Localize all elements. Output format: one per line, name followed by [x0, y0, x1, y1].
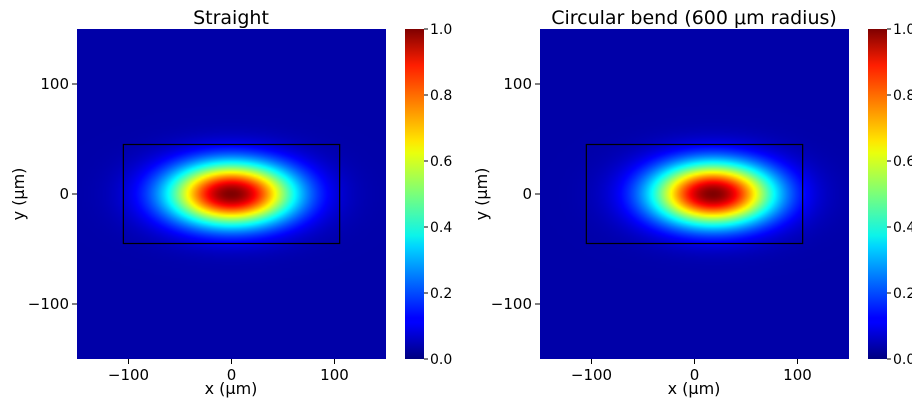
colorbar-tick-label: 0.4: [430, 220, 452, 236]
colorbar-gradient: [405, 29, 424, 359]
x-axis-label: x (μm): [668, 379, 721, 398]
waveguide-outline: [122, 143, 341, 245]
x-tick-label: −100: [108, 366, 149, 384]
colorbar-tick-label: 0.8: [430, 88, 452, 104]
x-tick-label: −100: [571, 366, 612, 384]
x-tick-label: 0: [690, 366, 700, 384]
plot-area: [540, 29, 849, 359]
panel-straight: Straight −100 0 100 x (μm) −100 0 100 y …: [9, 7, 452, 398]
y-tick-label: −100: [28, 295, 69, 313]
plot-area: [77, 29, 386, 359]
x-axis: −100 0 100 x (μm): [108, 359, 349, 398]
y-axis-label: y (μm): [472, 168, 491, 221]
field-heatmap: [540, 29, 849, 359]
x-axis-label: x (μm): [205, 379, 258, 398]
y-axis: −100 0 100 y (μm): [472, 75, 540, 313]
x-tick-label: 0: [227, 366, 237, 384]
y-tick-label: 100: [503, 75, 532, 93]
panel-title: Straight: [193, 7, 269, 29]
y-axis-label: y (μm): [9, 168, 28, 221]
colorbar-tick-label: 0.8: [893, 88, 912, 104]
colorbar-tick-label: 1.0: [893, 22, 912, 38]
panel-title: Circular bend (600 μm radius): [551, 7, 837, 29]
x-tick-label: 100: [783, 366, 812, 384]
y-tick-label: 0: [522, 185, 532, 203]
colorbar-tick-label: 0.2: [430, 286, 452, 302]
colorbar-tick-label: 0.0: [893, 352, 912, 368]
y-tick-label: 100: [40, 75, 69, 93]
colorbar-tick-label: 0.2: [893, 286, 912, 302]
colorbar-tick-label: 0.0: [430, 352, 452, 368]
field-heatmap: [77, 29, 386, 359]
x-axis: −100 0 100 x (μm): [571, 359, 812, 398]
colorbar-tick-label: 0.6: [430, 154, 452, 170]
x-tick-label: 100: [320, 366, 349, 384]
colorbar-tick-label: 0.6: [893, 154, 912, 170]
y-axis: −100 0 100 y (μm): [9, 75, 77, 313]
waveguide-outline: [585, 143, 804, 245]
colorbar: 0.0 0.2 0.4 0.6 0.8 1.0: [868, 22, 912, 368]
colorbar-tick-label: 1.0: [430, 22, 452, 38]
colorbar-tick-label: 0.4: [893, 220, 912, 236]
colorbar-gradient: [868, 29, 887, 359]
y-tick-label: 0: [59, 185, 69, 203]
panel-circular-bend: Circular bend (600 μm radius) −100 0 100…: [472, 7, 912, 398]
y-tick-label: −100: [491, 295, 532, 313]
colorbar: 0.0 0.2 0.4 0.6 0.8 1.0: [405, 22, 452, 368]
